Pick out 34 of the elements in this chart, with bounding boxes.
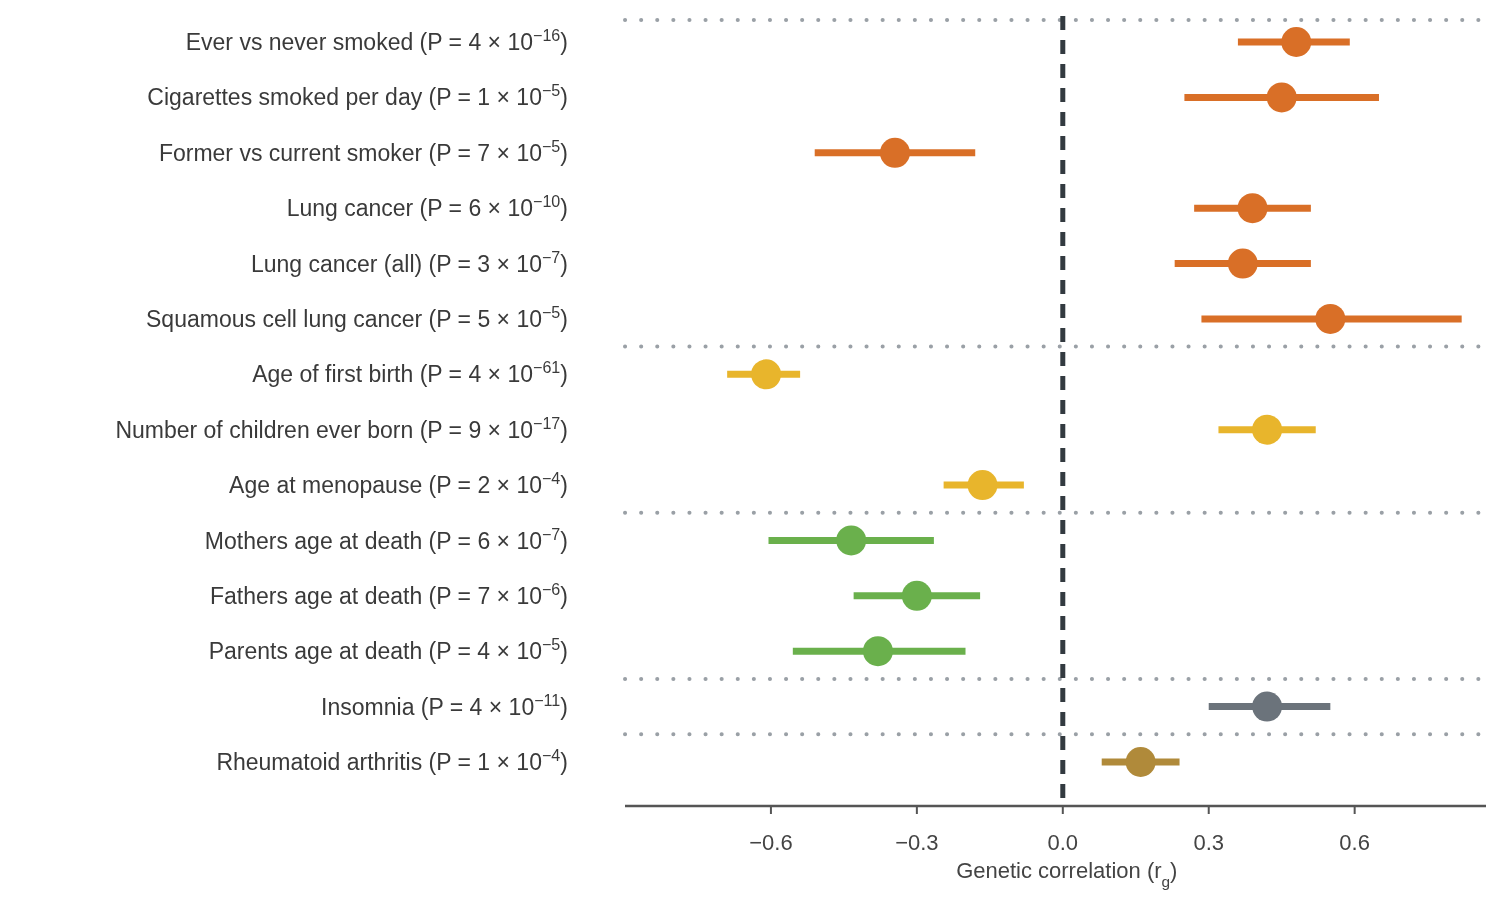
y-tick-label: Age of first birth (P = 4 × 10$^{−61}$) <box>252 358 568 388</box>
x-axis-title: Genetic correlation (r$_{g}$) <box>956 858 1178 890</box>
point <box>1237 193 1268 224</box>
x-tick-label: 0.3 <box>1193 830 1225 855</box>
point <box>862 636 893 667</box>
y-tick-label: Lung cancer (all) (P = 3 × 10$^{−7}$) <box>250 247 568 277</box>
x-tick-label: 0.6 <box>1339 830 1370 855</box>
y-tick-label: Cigarettes smoked per day (P = 1 × 10$^{−5}$) <box>147 81 568 111</box>
point <box>836 525 867 556</box>
y-tick-label: Rheumatoid arthritis (P = 1 × 10$^{−4}$) <box>216 746 568 776</box>
x-tick-label: −0.3 <box>895 830 939 855</box>
point <box>1252 691 1283 722</box>
y-tick-label: Age at menopause (P = 2 × 10$^{−4}$) <box>229 469 568 499</box>
point <box>901 580 932 611</box>
y-tick-label: Parents age at death (P = 4 × 10$^{−5}$) <box>208 635 568 665</box>
point <box>967 470 998 501</box>
y-tick-label: Fathers age at death (P = 7 × 10$^{−6}$) <box>209 579 568 609</box>
y-tick-label: Ever vs never smoked (P = 4 × 10$^{−16}$) <box>185 26 568 56</box>
y-tick-label: Lung cancer (P = 6 × 10$^{−10}$) <box>286 192 568 222</box>
point <box>1252 414 1283 445</box>
point <box>1227 248 1258 279</box>
point <box>879 137 910 168</box>
y-tick-label: Mothers age at death (P = 6 × 10$^{−7}$) <box>204 524 568 554</box>
point <box>1125 747 1156 777</box>
y-tick-label: Number of children ever born (P = 9 × 10$^{−17}$) <box>115 413 568 443</box>
y-tick-label: Insomnia (P = 4 × 10$^{−11}$) <box>321 690 568 720</box>
point <box>1281 27 1312 57</box>
x-tick-label: −0.6 <box>749 830 793 855</box>
point <box>1266 82 1297 113</box>
x-tick-label: 0.0 <box>1047 830 1079 855</box>
y-tick-label: Former vs current smoker (P = 7 × 10$^{−5}$) <box>158 136 568 166</box>
y-tick-label: Squamous cell lung cancer (P = 5 × 10$^{−5}$) <box>146 302 568 332</box>
point <box>751 359 782 390</box>
point <box>1315 303 1346 334</box>
